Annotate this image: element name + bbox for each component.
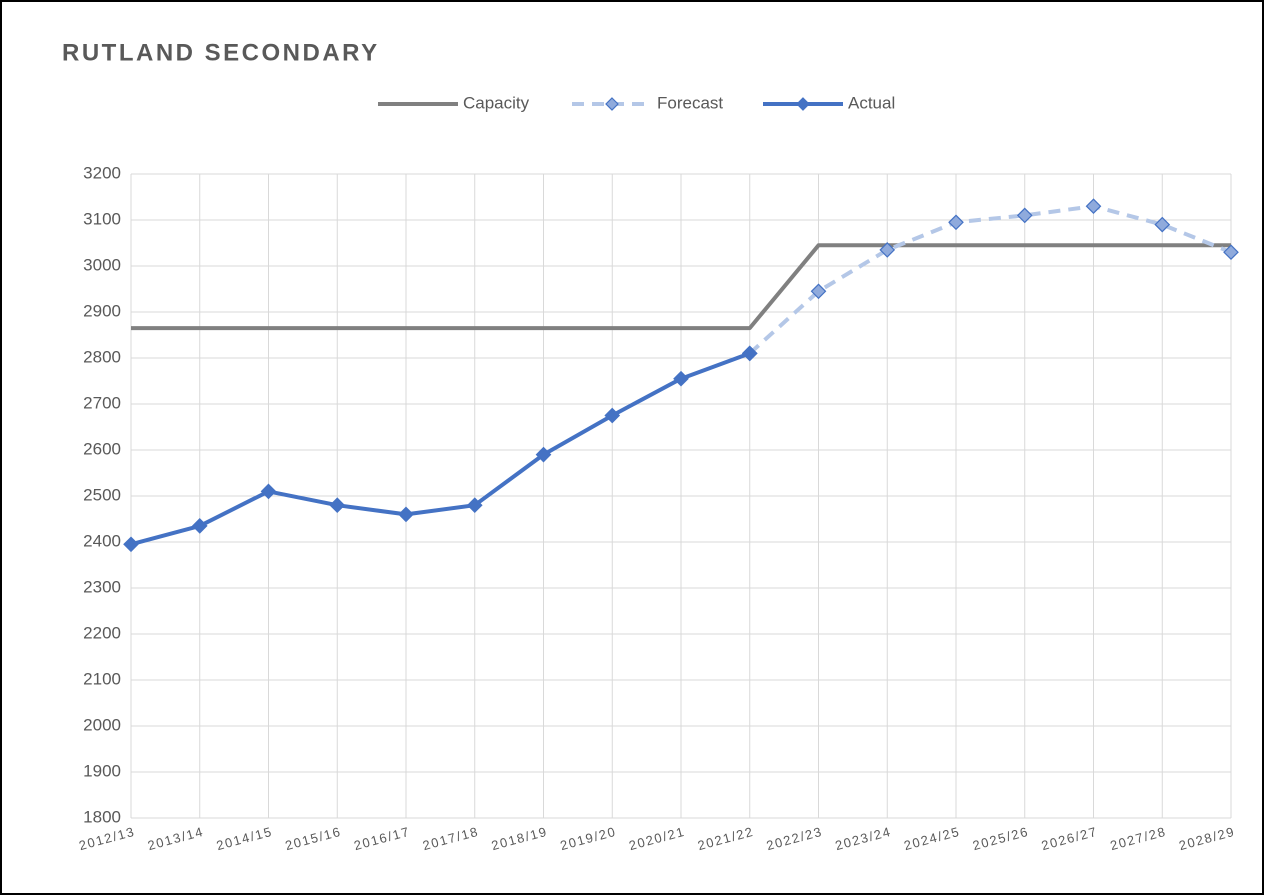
y-tick-label: 2100 [83, 669, 121, 688]
data-marker [260, 483, 277, 500]
legend-marker [605, 97, 619, 111]
data-marker [466, 497, 483, 514]
data-marker [879, 242, 896, 258]
y-tick-label: 2300 [83, 577, 121, 596]
y-tick-label: 2900 [83, 301, 121, 320]
data-marker [329, 497, 346, 514]
y-tick-label: 3100 [83, 209, 121, 228]
series-line [748, 204, 1232, 355]
data-marker [1154, 216, 1171, 233]
y-tick-label: 2600 [83, 439, 121, 458]
data-marker [948, 214, 964, 231]
chart-title: RUTLAND SECONDARY [62, 39, 380, 66]
data-marker [1085, 198, 1102, 215]
series-line [130, 351, 751, 547]
legend-label: Capacity [463, 93, 530, 112]
data-marker [810, 283, 827, 300]
y-tick-label: 2400 [83, 531, 121, 550]
y-tick-label: 3200 [83, 163, 121, 182]
y-tick-label: 1900 [83, 761, 121, 780]
legend-marker [796, 97, 810, 111]
y-tick-label: 2800 [83, 347, 121, 366]
y-tick-label: 2700 [83, 393, 121, 412]
data-marker [1016, 207, 1033, 224]
y-tick-label: 1800 [83, 807, 121, 826]
legend-label: Forecast [657, 93, 723, 112]
data-marker [741, 345, 758, 362]
series-line [131, 243, 1231, 331]
data-marker [1223, 244, 1239, 261]
data-marker [535, 446, 552, 463]
data-marker [398, 506, 414, 523]
y-tick-label: 2000 [83, 715, 121, 734]
data-marker [673, 370, 689, 387]
data-marker [123, 536, 139, 553]
y-tick-label: 2200 [83, 623, 121, 642]
data-marker [604, 407, 621, 424]
y-tick-label: 2500 [83, 485, 121, 504]
legend-label: Actual [848, 93, 895, 112]
data-marker [191, 518, 208, 534]
y-tick-label: 3000 [83, 255, 121, 274]
